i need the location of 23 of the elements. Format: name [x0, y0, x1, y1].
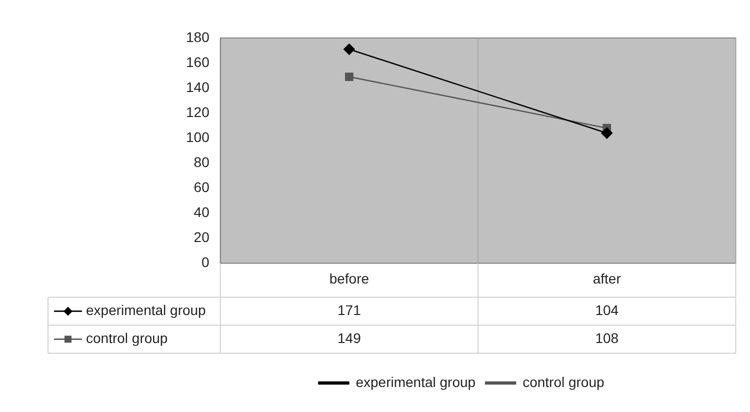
y-tick-label: 0 [202, 254, 210, 270]
y-tick-label: 60 [194, 178, 210, 195]
point [601, 127, 613, 139]
x-tick-label: before [329, 270, 370, 286]
text: control group [86, 330, 168, 346]
y-tick-label: 100 [186, 128, 210, 145]
y-tick-label: 140 [186, 78, 210, 95]
text: experimental group [356, 374, 476, 390]
data-label: 108 [595, 330, 619, 346]
legend-label: control group [522, 374, 604, 390]
y-tick-label: 120 [186, 104, 210, 120]
y-tick-label: 80 [194, 154, 210, 170]
x-tick-label: after [592, 270, 622, 286]
point [345, 72, 354, 81]
y-tick-label: 20 [194, 229, 210, 246]
y-tick-label: 40 [194, 204, 210, 220]
data-label: 149 [338, 330, 362, 346]
data-label: 104 [595, 302, 619, 318]
legend-label: experimental group [86, 302, 206, 318]
y-tick-label: 160 [186, 54, 210, 70]
y-tick-label: 180 [186, 28, 210, 45]
point [344, 44, 355, 55]
data-label: 171 [338, 302, 362, 318]
